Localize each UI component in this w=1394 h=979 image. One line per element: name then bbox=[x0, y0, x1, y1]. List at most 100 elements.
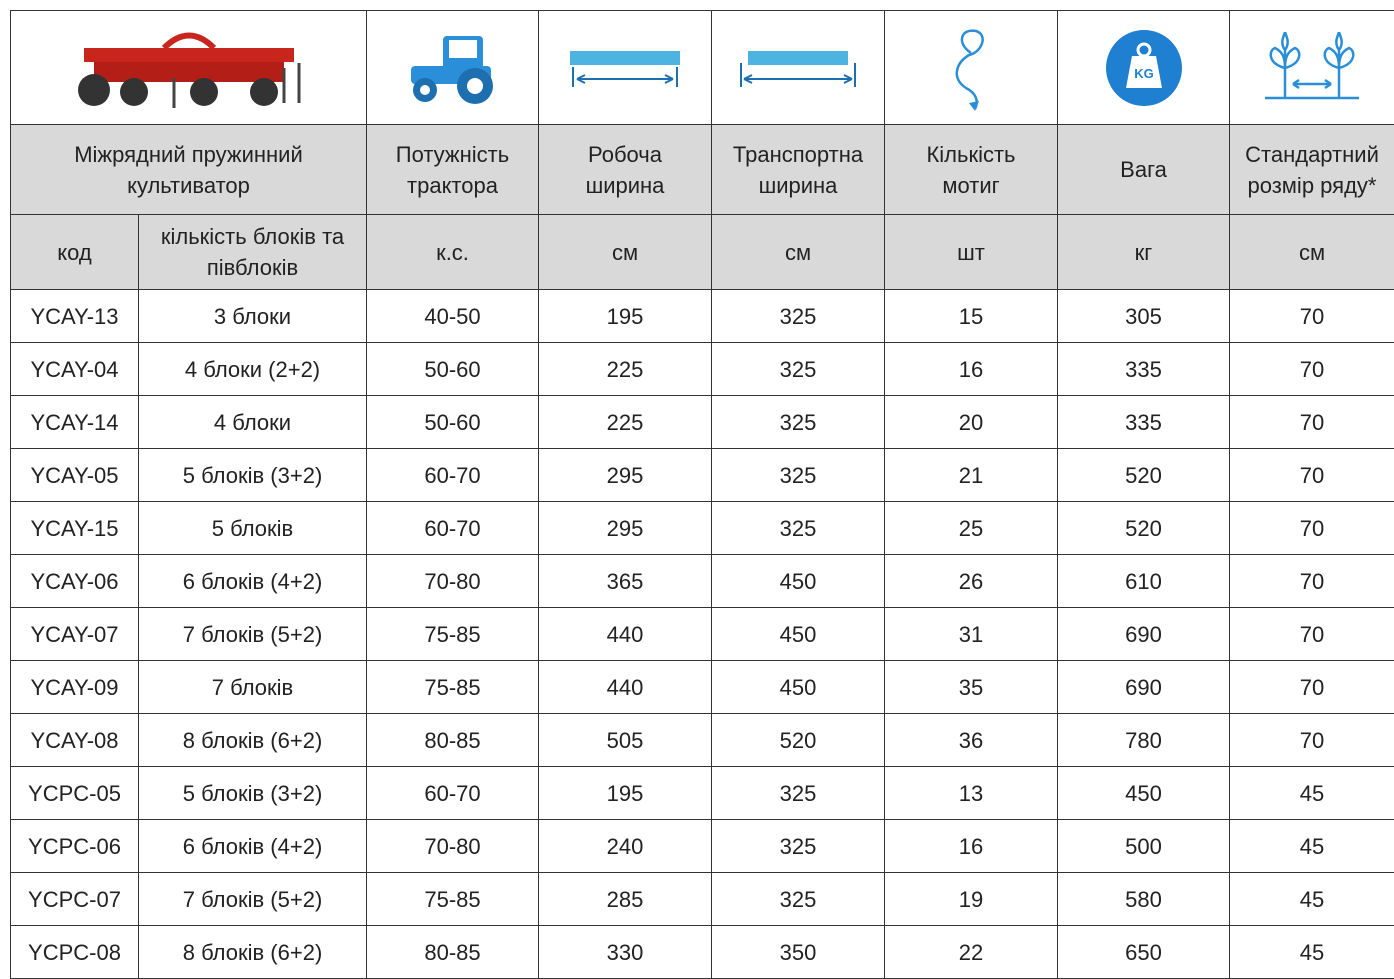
data-cell: 325 bbox=[712, 767, 885, 820]
data-cell: 70 bbox=[1230, 502, 1394, 555]
data-cell: 70 bbox=[1230, 714, 1394, 767]
data-cell: 295 bbox=[539, 502, 712, 555]
data-cell: 450 bbox=[1058, 767, 1230, 820]
data-cell: 16 bbox=[885, 343, 1058, 396]
svg-text:KG: KG bbox=[1134, 66, 1154, 81]
data-cell: 195 bbox=[539, 767, 712, 820]
data-cell: 500 bbox=[1058, 820, 1230, 873]
data-cell: 450 bbox=[712, 608, 885, 661]
data-cell: 450 bbox=[712, 555, 885, 608]
data-cell: 780 bbox=[1058, 714, 1230, 767]
data-cell: YCAY-13 bbox=[11, 290, 139, 343]
data-cell: YCPC-05 bbox=[11, 767, 139, 820]
data-cell: 225 bbox=[539, 396, 712, 449]
spec-table: KG Міжрядний пружинний культиватор Потуж… bbox=[10, 10, 1394, 979]
data-cell: 350 bbox=[712, 926, 885, 979]
data-cell: 325 bbox=[712, 396, 885, 449]
icon-row: KG bbox=[11, 11, 1394, 125]
data-cell: YCPC-07 bbox=[11, 873, 139, 926]
header-cell: Стандартний розмір ряду* bbox=[1230, 125, 1394, 215]
data-cell: 15 bbox=[885, 290, 1058, 343]
data-cell: YCPC-06 bbox=[11, 820, 139, 873]
data-cell: 330 bbox=[539, 926, 712, 979]
header-cell: Кількість мотиг bbox=[885, 125, 1058, 215]
data-cell: 520 bbox=[1058, 449, 1230, 502]
cultivator-icon bbox=[54, 18, 324, 118]
units-row: код кількість блоків та півблоків к.с. с… bbox=[11, 215, 1394, 290]
data-cell: 610 bbox=[1058, 555, 1230, 608]
data-cell: 325 bbox=[712, 873, 885, 926]
data-cell: YCAY-15 bbox=[11, 502, 139, 555]
data-cell: 325 bbox=[712, 820, 885, 873]
unit-cell: см bbox=[1230, 215, 1394, 290]
data-cell: 50-60 bbox=[367, 396, 539, 449]
data-cell: YCAY-08 bbox=[11, 714, 139, 767]
data-cell: 70 bbox=[1230, 555, 1394, 608]
data-cell: 7 блоків (5+2) bbox=[139, 608, 367, 661]
data-cell: 60-70 bbox=[367, 449, 539, 502]
data-cell: 60-70 bbox=[367, 502, 539, 555]
tractor-icon-cell bbox=[367, 11, 539, 125]
data-cell: 19 bbox=[885, 873, 1058, 926]
data-cell: 45 bbox=[1230, 820, 1394, 873]
data-cell: 690 bbox=[1058, 608, 1230, 661]
data-cell: 5 блоків bbox=[139, 502, 367, 555]
data-cell: 440 bbox=[539, 608, 712, 661]
data-cell: 365 bbox=[539, 555, 712, 608]
unit-cell: см bbox=[539, 215, 712, 290]
data-cell: 70 bbox=[1230, 449, 1394, 502]
tractor-icon bbox=[403, 28, 503, 108]
data-cell: 80-85 bbox=[367, 714, 539, 767]
header-cell: Міжрядний пружинний культиватор bbox=[11, 125, 367, 215]
data-cell: 70 bbox=[1230, 608, 1394, 661]
transport-width-icon bbox=[736, 43, 860, 93]
unit-cell: шт bbox=[885, 215, 1058, 290]
header-cell: Транспортна ширина bbox=[712, 125, 885, 215]
data-cell: 650 bbox=[1058, 926, 1230, 979]
product-image bbox=[11, 11, 367, 125]
data-cell: 295 bbox=[539, 449, 712, 502]
weight-icon-cell: KG bbox=[1058, 11, 1230, 125]
data-cell: 45 bbox=[1230, 926, 1394, 979]
unit-cell: кількість блоків та півблоків bbox=[139, 215, 367, 290]
header-cell: Потужність трактора bbox=[367, 125, 539, 215]
page: KG Міжрядний пружинний культиватор Потуж… bbox=[0, 0, 1394, 970]
data-cell: 7 блоків (5+2) bbox=[139, 873, 367, 926]
data-cell: 75-85 bbox=[367, 608, 539, 661]
data-cell: YCAY-07 bbox=[11, 608, 139, 661]
data-cell: 335 bbox=[1058, 396, 1230, 449]
data-cell: 13 bbox=[885, 767, 1058, 820]
tines-icon bbox=[941, 23, 1001, 113]
data-cell: 520 bbox=[1058, 502, 1230, 555]
data-cell: 325 bbox=[712, 343, 885, 396]
data-cell: 225 bbox=[539, 343, 712, 396]
data-cell: 25 bbox=[885, 502, 1058, 555]
data-cell: YCAY-14 bbox=[11, 396, 139, 449]
data-cell: 36 bbox=[885, 714, 1058, 767]
data-cell: 285 bbox=[539, 873, 712, 926]
row-size-icon bbox=[1257, 28, 1367, 108]
data-cell: 6 блоків (4+2) bbox=[139, 820, 367, 873]
data-cell: 5 блоків (3+2) bbox=[139, 449, 367, 502]
header-cell: Вага bbox=[1058, 125, 1230, 215]
unit-cell: см bbox=[712, 215, 885, 290]
data-cell: 6 блоків (4+2) bbox=[139, 555, 367, 608]
data-cell: 70 bbox=[1230, 343, 1394, 396]
data-cell: 21 bbox=[885, 449, 1058, 502]
unit-cell: кг bbox=[1058, 215, 1230, 290]
data-cell: 35 bbox=[885, 661, 1058, 714]
data-cell: 70-80 bbox=[367, 555, 539, 608]
data-cell: 80-85 bbox=[367, 926, 539, 979]
data-cell: 70 bbox=[1230, 396, 1394, 449]
